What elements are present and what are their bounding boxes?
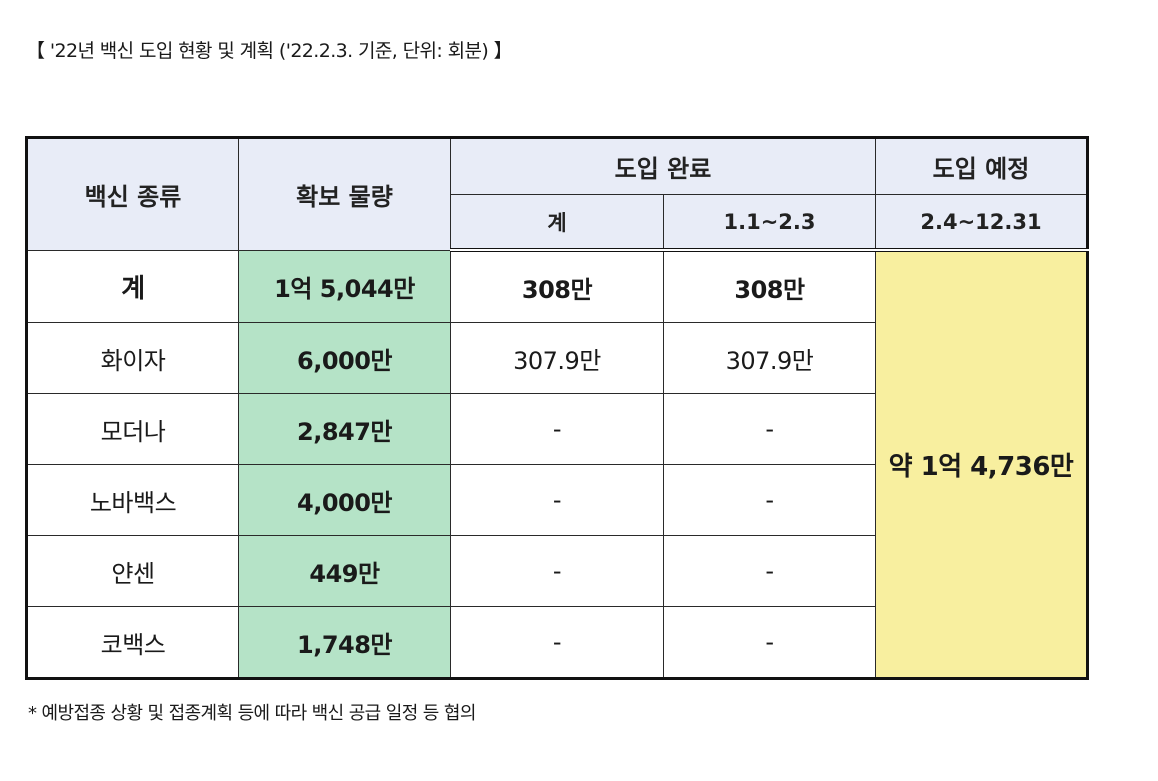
cell-secured: 1억 5,044만: [238, 249, 451, 323]
cell-done-total: -: [450, 464, 664, 536]
header-introduced-done: 도입 완료: [450, 137, 876, 195]
cell-secured: 6,000만: [238, 322, 451, 394]
cell-done-period: -: [663, 606, 876, 679]
cell-done-total: 307.9만: [450, 322, 664, 394]
cell-secured: 1,748만: [238, 606, 451, 679]
cell-done-total: -: [450, 535, 664, 607]
table-header: 백신 종류 확보 물량 도입 완료 도입 예정 계 1.1~2.3 2.4~12…: [26, 137, 1088, 252]
vaccine-plan-table: 백신 종류 확보 물량 도입 완료 도입 예정 계 1.1~2.3 2.4~12…: [25, 136, 1089, 680]
cell-done-total: 308만: [450, 249, 664, 323]
cell-done-period: -: [663, 535, 876, 607]
header-secured-amount: 확보 물량: [238, 137, 451, 251]
header-done-total: 계: [450, 194, 664, 252]
cell-done-period: -: [663, 464, 876, 536]
cell-secured: 4,000만: [238, 464, 451, 536]
table-caption: 【 '22년 백신 도입 현황 및 계획 ('22.2.3. 기준, 단위: 회…: [26, 40, 513, 62]
header-introduced-planned: 도입 예정: [875, 137, 1088, 195]
cell-done-total: -: [450, 606, 664, 679]
table-row: 코백스 1,748만 - -: [26, 606, 1088, 679]
cell-vaccine-name: 모더나: [26, 393, 239, 465]
cell-vaccine-name: 노바백스: [26, 464, 239, 536]
header-vaccine-type: 백신 종류: [26, 137, 239, 251]
cell-vaccine-name: 코백스: [26, 606, 239, 679]
table-row-total: 계 1억 5,044만 308만 308만 약 1억 4,736만: [26, 249, 1088, 679]
cell-vaccine-name: 계: [26, 249, 239, 323]
cell-done-total: -: [450, 393, 664, 465]
cell-secured: 2,847만: [238, 393, 451, 465]
cell-done-period: -: [663, 393, 876, 465]
header-done-period: 1.1~2.3: [663, 194, 876, 252]
cell-planned-merged: 약 1억 4,736만: [875, 249, 1088, 679]
cell-vaccine-name: 얀센: [26, 535, 239, 607]
table-footnote: * 예방접종 상황 및 접종계획 등에 따라 백신 공급 일정 등 협의: [28, 703, 476, 724]
cell-secured: 449만: [238, 535, 451, 607]
table-row: 모더나 2,847만 - -: [26, 393, 1088, 465]
header-planned-period: 2.4~12.31: [875, 194, 1088, 252]
cell-done-period: 307.9만: [663, 322, 876, 394]
cell-done-period: 308만: [663, 249, 876, 323]
cell-vaccine-name: 화이자: [26, 322, 239, 394]
table-row: 얀센 449만 - -: [26, 535, 1088, 607]
